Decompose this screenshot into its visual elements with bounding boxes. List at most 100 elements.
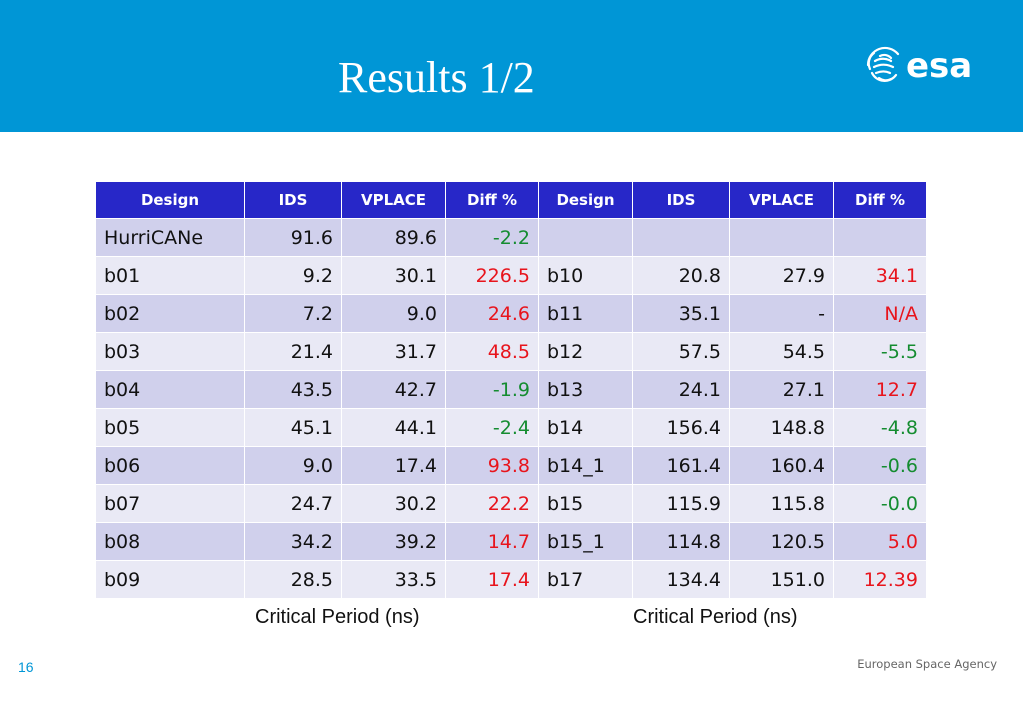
cell-ids: 91.6 bbox=[244, 218, 342, 257]
esa-logo-text: esa bbox=[906, 46, 972, 86]
cell-ids: 21.4 bbox=[244, 332, 342, 371]
cell-ids: 7.2 bbox=[244, 294, 342, 333]
cell-design: b13 bbox=[538, 370, 633, 409]
cell-diff: -2.4 bbox=[445, 408, 539, 447]
slide-title: Results 1/2 bbox=[338, 53, 535, 102]
table-row: b03 21.4 31.7 48.5 b12 57.5 54.5 -5.5 bbox=[95, 332, 927, 371]
table-row: b05 45.1 44.1 -2.4 b14 156.4 148.8 -4.8 bbox=[95, 408, 927, 447]
cell-vplace: 39.2 bbox=[341, 522, 446, 561]
cell-ids: 45.1 bbox=[244, 408, 342, 447]
cell-ids: 35.1 bbox=[632, 294, 730, 333]
table-row: b01 9.2 30.1 226.5 b10 20.8 27.9 34.1 bbox=[95, 256, 927, 295]
cell-vplace: 54.5 bbox=[729, 332, 834, 371]
cell-diff: -5.5 bbox=[833, 332, 927, 371]
cell-vplace: 42.7 bbox=[341, 370, 446, 409]
cell-vplace: 27.1 bbox=[729, 370, 834, 409]
cell-diff: 34.1 bbox=[833, 256, 927, 295]
header-diff: Diff % bbox=[833, 181, 927, 219]
esa-logo-icon: esa bbox=[866, 46, 972, 86]
cell-design: b03 bbox=[95, 332, 245, 371]
cell-diff bbox=[833, 218, 927, 257]
cell-diff: 14.7 bbox=[445, 522, 539, 561]
header-design: Design bbox=[95, 181, 245, 219]
header-diff: Diff % bbox=[445, 181, 539, 219]
cell-diff: -0.0 bbox=[833, 484, 927, 523]
cell-diff: 24.6 bbox=[445, 294, 539, 333]
cell-vplace: 148.8 bbox=[729, 408, 834, 447]
slide-header: Results 1/2 esa bbox=[0, 0, 1023, 132]
cell-ids: 114.8 bbox=[632, 522, 730, 561]
page-number: 16 bbox=[18, 659, 34, 675]
cell-design: b17 bbox=[538, 560, 633, 599]
header-ids: IDS bbox=[244, 181, 342, 219]
table-row: b08 34.2 39.2 14.7 b15_1 114.8 120.5 5.0 bbox=[95, 522, 927, 561]
cell-ids bbox=[632, 218, 730, 257]
cell-vplace: 17.4 bbox=[341, 446, 446, 485]
cell-ids: 24.7 bbox=[244, 484, 342, 523]
cell-ids: 43.5 bbox=[244, 370, 342, 409]
cell-ids: 57.5 bbox=[632, 332, 730, 371]
esa-logo: esa bbox=[862, 42, 1000, 88]
cell-diff: 93.8 bbox=[445, 446, 539, 485]
cell-ids: 9.0 bbox=[244, 446, 342, 485]
cell-design: b11 bbox=[538, 294, 633, 333]
header-vplace: VPLACE bbox=[729, 181, 834, 219]
table-caption-right: Critical Period (ns) bbox=[633, 606, 798, 628]
table-body: HurriCANe 91.6 89.6 -2.2 b01 9.2 30.1 226.5 b10 2… bbox=[95, 218, 927, 599]
cell-vplace: - bbox=[729, 294, 834, 333]
cell-vplace: 115.8 bbox=[729, 484, 834, 523]
cell-design: b10 bbox=[538, 256, 633, 295]
header-vplace: VPLACE bbox=[341, 181, 446, 219]
table-row: b02 7.2 9.0 24.6 b11 35.1- N/A bbox=[95, 294, 927, 333]
cell-vplace: 160.4 bbox=[729, 446, 834, 485]
table-row: b07 24.7 30.2 22.2 b15 115.9 115.8 -0.0 bbox=[95, 484, 927, 523]
results-table: Design IDS VPLACE Diff % Design IDS VPLA… bbox=[95, 181, 927, 599]
cell-ids: 134.4 bbox=[632, 560, 730, 599]
table-row: b06 9.0 17.4 93.8 b14_1 161.4 160.4 -0.6 bbox=[95, 446, 927, 485]
cell-vplace: 27.9 bbox=[729, 256, 834, 295]
cell-diff: 12.39 bbox=[833, 560, 927, 599]
header-ids: IDS bbox=[632, 181, 730, 219]
cell-design: b08 bbox=[95, 522, 245, 561]
cell-vplace: 44.1 bbox=[341, 408, 446, 447]
cell-vplace: 89.6 bbox=[341, 218, 446, 257]
cell-ids: 161.4 bbox=[632, 446, 730, 485]
header-design: Design bbox=[538, 181, 633, 219]
cell-design: b04 bbox=[95, 370, 245, 409]
cell-diff: 12.7 bbox=[833, 370, 927, 409]
cell-vplace: 9.0 bbox=[341, 294, 446, 333]
cell-diff: -2.2 bbox=[445, 218, 539, 257]
cell-ids: 24.1 bbox=[632, 370, 730, 409]
cell-vplace: 120.5 bbox=[729, 522, 834, 561]
cell-design: b15_1 bbox=[538, 522, 633, 561]
cell-design: b05 bbox=[95, 408, 245, 447]
cell-ids: 9.2 bbox=[244, 256, 342, 295]
cell-diff: 17.4 bbox=[445, 560, 539, 599]
table-row: b09 28.5 33.5 17.4 b17 134.4 151.0 12.39 bbox=[95, 560, 927, 599]
agency-footer: European Space Agency bbox=[857, 657, 997, 671]
cell-design: HurriCANe bbox=[95, 218, 245, 257]
cell-ids: 156.4 bbox=[632, 408, 730, 447]
cell-design: b07 bbox=[95, 484, 245, 523]
cell-design: b09 bbox=[95, 560, 245, 599]
cell-design: b14_1 bbox=[538, 446, 633, 485]
cell-design: b15 bbox=[538, 484, 633, 523]
cell-diff: 5.0 bbox=[833, 522, 927, 561]
cell-ids: 28.5 bbox=[244, 560, 342, 599]
cell-diff: 22.2 bbox=[445, 484, 539, 523]
cell-ids: 115.9 bbox=[632, 484, 730, 523]
cell-diff: -0.6 bbox=[833, 446, 927, 485]
cell-design: b14 bbox=[538, 408, 633, 447]
table-header-row: Design IDS VPLACE Diff % Design IDS VPLA… bbox=[95, 181, 927, 219]
cell-design: b06 bbox=[95, 446, 245, 485]
cell-vplace: 30.2 bbox=[341, 484, 446, 523]
cell-vplace: 30.1 bbox=[341, 256, 446, 295]
cell-diff: -1.9 bbox=[445, 370, 539, 409]
cell-diff: 48.5 bbox=[445, 332, 539, 371]
cell-diff: -4.8 bbox=[833, 408, 927, 447]
cell-vplace bbox=[729, 218, 834, 257]
cell-design: b01 bbox=[95, 256, 245, 295]
cell-vplace: 151.0 bbox=[729, 560, 834, 599]
cell-ids: 34.2 bbox=[244, 522, 342, 561]
cell-vplace: 33.5 bbox=[341, 560, 446, 599]
